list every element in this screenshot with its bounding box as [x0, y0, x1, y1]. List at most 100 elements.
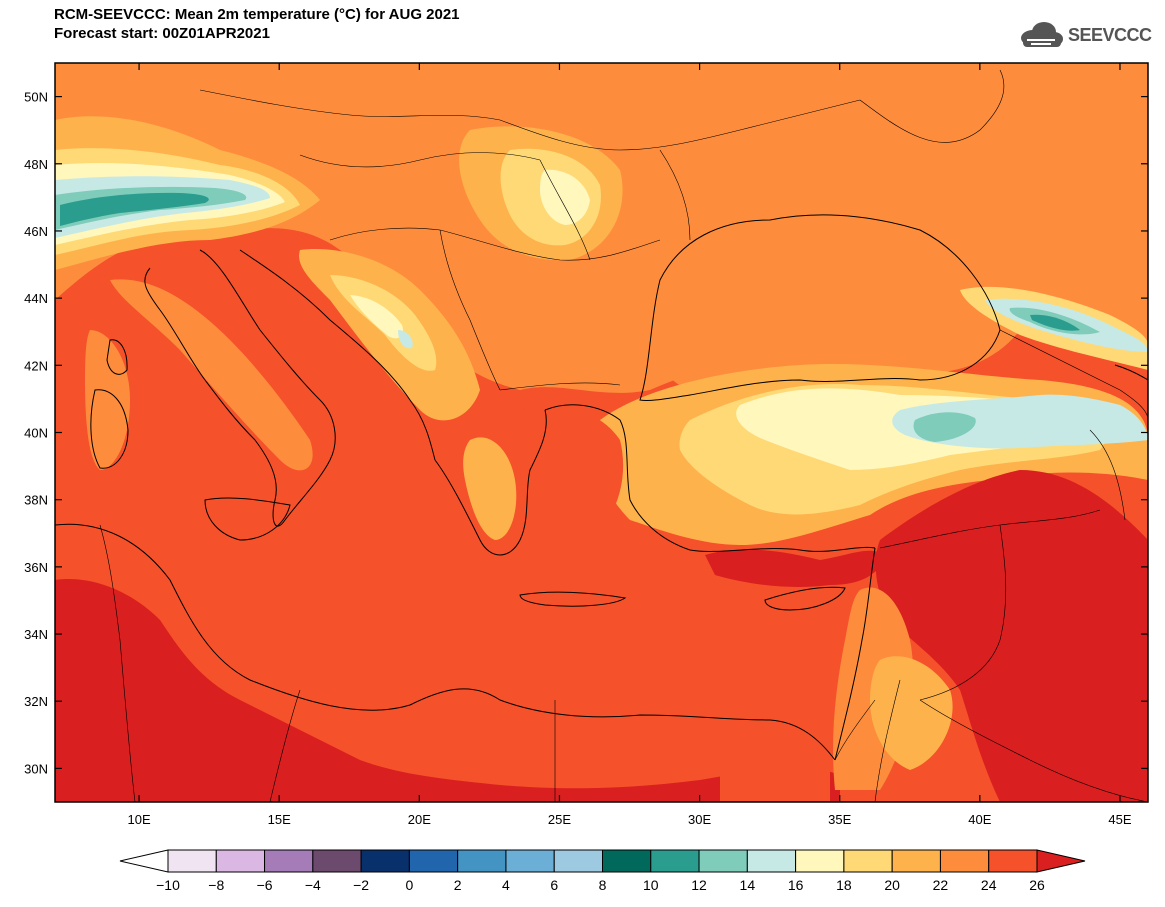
border-segment — [834, 699, 876, 761]
colorbar-label: −4 — [305, 877, 321, 893]
lat-tick-label: 30N — [24, 761, 48, 776]
colorbar-under-triangle — [119, 849, 169, 873]
logo-text: SEEVCCC — [1068, 24, 1152, 45]
colorbar-swatch — [795, 849, 845, 873]
coastline-corsica — [106, 339, 128, 375]
lat-tick-label: 34N — [24, 627, 48, 642]
border-segment — [859, 69, 1005, 143]
field-22-black-sea — [640, 225, 1020, 390]
border-segment — [499, 382, 621, 391]
border-segment — [919, 699, 1148, 802]
colorbar-label: −2 — [353, 877, 369, 893]
border-segment — [999, 329, 1148, 421]
colorbar-swatch — [891, 849, 941, 873]
coastline-levant — [834, 547, 876, 761]
lon-tick-label: 15E — [268, 812, 291, 827]
field-24-aegean — [515, 406, 624, 541]
colorbar-label: 2 — [454, 877, 462, 893]
colorbar-swatch — [215, 849, 266, 873]
field-22-italy — [110, 279, 313, 471]
coastline-north-africa — [55, 523, 836, 761]
lat-tick-label: 40N — [24, 426, 48, 441]
border-segment — [1089, 429, 1126, 521]
colorbar-swatch — [650, 849, 700, 873]
lat-tick-label: 36N — [24, 560, 48, 575]
colorbar-label: −8 — [208, 877, 224, 893]
colorbar: −10 −8 −6 −4 −2 0 2 4 6 8 10 12 14 16 18 20 22 24 26 — [119, 849, 1086, 893]
field-10-alps — [60, 192, 209, 226]
colorbar-label: 20 — [884, 877, 900, 893]
lat-tick-label: 38N — [24, 493, 48, 508]
seevccc-logo: SEEVCCC — [1017, 20, 1152, 50]
border-segment — [99, 524, 136, 802]
colorbar-swatch — [746, 849, 797, 873]
field-20-jordan — [870, 656, 953, 770]
latitude-axis: 50N 48N 46N 44N 42N 40N 38N 36N 34N 32N 30N — [24, 90, 1148, 776]
colorbar-swatch — [167, 849, 217, 873]
colorbar-over-triangle — [1036, 849, 1086, 873]
colorbar-swatch — [698, 849, 748, 873]
field-24-nile — [720, 719, 830, 802]
field-22-corsica-sardinia — [85, 330, 130, 470]
longitude-axis: 10E 15E 20E 25E 30E 35E 40E 45E — [128, 63, 1132, 827]
lat-tick-label: 42N — [24, 358, 48, 373]
colorbar-label: 12 — [691, 877, 707, 893]
colorbar-label: 10 — [643, 877, 659, 893]
coastline-greece — [434, 409, 547, 556]
coastline-black-sea — [639, 214, 1001, 401]
border-segment — [269, 689, 301, 802]
colorbar-label: 6 — [550, 877, 558, 893]
coastline-adriatic — [239, 249, 436, 461]
lat-tick-label: 44N — [24, 291, 48, 306]
lat-tick-label: 32N — [24, 694, 48, 709]
title-line-1: RCM-SEEVCCC: Mean 2m temperature (°C) fo… — [54, 6, 460, 23]
field-14-balkans — [398, 330, 413, 349]
coastline-sardinia — [90, 389, 129, 469]
colorbar-label: 24 — [981, 877, 997, 893]
colorbar-swatch — [312, 849, 362, 873]
coastline-turkey-west — [544, 404, 876, 552]
colorbar-label: 4 — [502, 877, 510, 893]
field-10-caucasus — [1030, 314, 1080, 331]
coastline-crete — [519, 591, 627, 607]
lat-tick-label: 46N — [24, 224, 48, 239]
colorbar-swatch — [408, 849, 459, 873]
field-12-anatolia — [913, 412, 976, 442]
colorbar-label: 8 — [599, 877, 607, 893]
colorbar-label: 16 — [788, 877, 804, 893]
colorbar-label: 22 — [933, 877, 949, 893]
colorbar-label: 0 — [405, 877, 413, 893]
border-segment — [539, 159, 591, 261]
coastline-cyprus — [764, 586, 846, 611]
border-segment — [659, 149, 691, 241]
lon-tick-label: 10E — [128, 812, 151, 827]
border-segment — [919, 524, 1007, 701]
lon-tick-label: 25E — [548, 812, 571, 827]
field-26-libya-egypt — [55, 579, 840, 802]
border-segment — [439, 229, 501, 391]
temperature-field — [55, 63, 1148, 802]
border-segment — [199, 89, 861, 151]
coastline-sicily — [204, 497, 291, 541]
colorbar-label: 14 — [740, 877, 756, 893]
lat-tick-label: 48N — [24, 157, 48, 172]
lon-tick-label: 45E — [1108, 812, 1131, 827]
colorbar-swatch — [360, 849, 410, 873]
field-26-south-turkey-coast — [705, 549, 885, 587]
colorbar-swatch — [988, 849, 1038, 873]
colorbar-swatch — [939, 849, 990, 873]
coastline-caspian-east — [1114, 364, 1148, 381]
colorbar-label: 26 — [1029, 877, 1045, 893]
field-16-balkans — [350, 295, 404, 339]
title-line-2: Forecast start: 00Z01APR2021 — [54, 25, 270, 42]
lon-tick-label: 30E — [688, 812, 711, 827]
border-segment — [879, 509, 1101, 549]
field-20-greece — [463, 437, 517, 540]
map-title: RCM-SEEVCCC: Mean 2m temperature (°C) fo… — [54, 5, 460, 43]
colorbar-swatch — [843, 849, 893, 873]
colorbar-label: −10 — [156, 877, 180, 893]
colorbar-label: −6 — [257, 877, 273, 893]
lon-tick-label: 20E — [408, 812, 431, 827]
border-segment — [329, 227, 661, 261]
